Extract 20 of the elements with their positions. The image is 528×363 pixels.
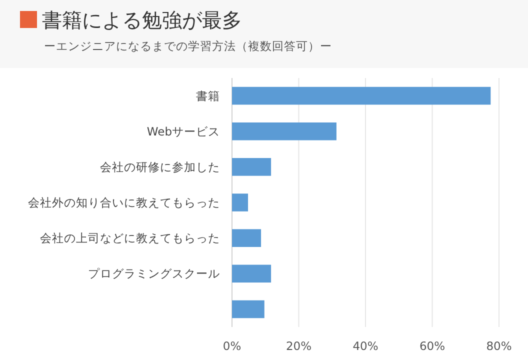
bar (232, 264, 272, 283)
y-tick-label: 会社の上司などに教えてもらった (40, 231, 220, 246)
y-tick-label: 書籍 (196, 88, 220, 103)
x-tick-label: 60% (419, 339, 446, 353)
bar (232, 300, 264, 318)
y-tick-label: 会社外の知り合いに教えてもらった (28, 196, 220, 210)
chart-subtitle: ーエンジニアになるまでの学習方法（複数回答可）ー (44, 39, 332, 53)
x-tick-label: 40% (352, 339, 378, 353)
y-tick-label: Webサービス (146, 124, 220, 138)
x-tick-label: 80% (486, 339, 512, 353)
y-tick-label: プログラミングスクール (88, 266, 220, 281)
bar (232, 122, 336, 140)
bar (232, 194, 248, 212)
y-tick-label: 会社の研修に参加した (100, 160, 220, 174)
bar (232, 229, 262, 247)
bar (232, 86, 491, 105)
x-tick-label: 20% (286, 339, 312, 353)
chart-title: 書籍による勉強が最多 (42, 8, 242, 32)
bar (232, 158, 272, 176)
x-tick-label: 0% (222, 339, 242, 353)
